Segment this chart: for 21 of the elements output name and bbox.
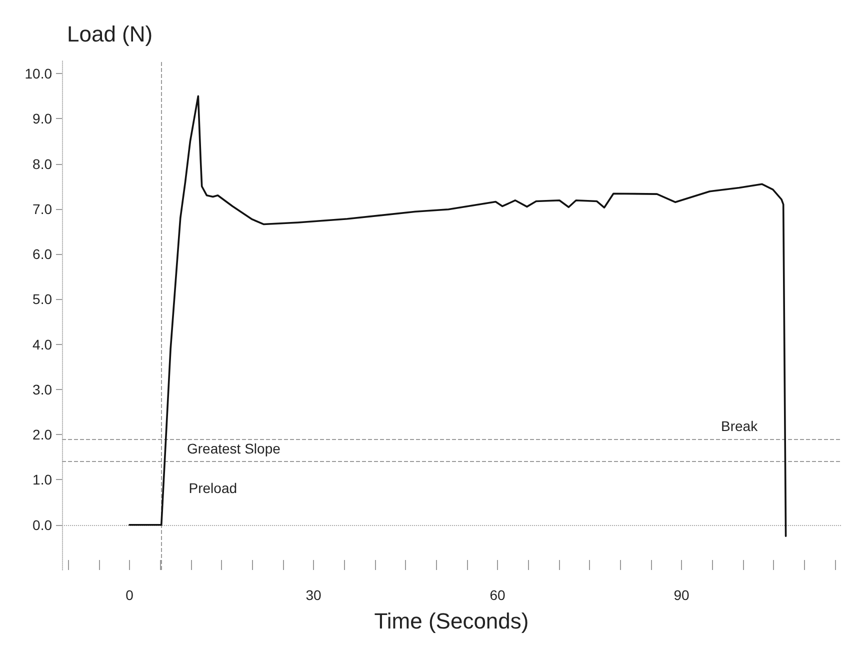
y-tick-label: 3.0 bbox=[32, 381, 52, 398]
y-tick-label: 5.0 bbox=[32, 291, 52, 308]
line-series bbox=[128, 95, 787, 538]
y-tick-label: 8.0 bbox=[32, 156, 52, 172]
ref-line-label: Break bbox=[721, 418, 759, 434]
y-tick-label: 4.0 bbox=[32, 336, 52, 352]
y-tick-label: 0.0 bbox=[32, 516, 52, 533]
x-axis-title: Time (Seconds) bbox=[374, 608, 529, 634]
y-axis-title: Load (N) bbox=[67, 22, 153, 46]
y-tick-label: 10.0 bbox=[24, 66, 52, 82]
y-tick-label: 2.0 bbox=[32, 426, 52, 443]
y-tick-label: 6.0 bbox=[32, 246, 52, 262]
x-tick-label: 90 bbox=[674, 587, 690, 603]
y-tick-label: 9.0 bbox=[32, 110, 52, 127]
x-tick-label: 0 bbox=[126, 587, 134, 603]
y-tick-label: 7.0 bbox=[32, 200, 52, 217]
y-tick-label: 1.0 bbox=[32, 472, 52, 488]
ref-line-label: Preload bbox=[188, 480, 238, 496]
x-tick-label: 30 bbox=[306, 587, 322, 603]
x-tick-label: 60 bbox=[490, 587, 506, 603]
ref-line-label: Greatest Slope bbox=[187, 440, 281, 457]
